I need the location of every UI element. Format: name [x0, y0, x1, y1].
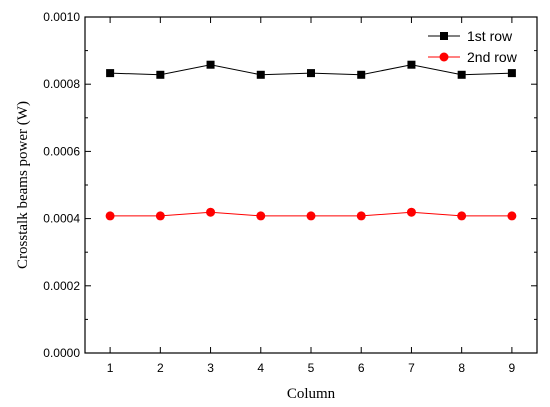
y-axis-title: Crosstalk beams power (W) — [15, 101, 31, 269]
data-point — [307, 69, 315, 78]
data-point — [256, 211, 266, 221]
x-tick-label: 4 — [257, 361, 264, 375]
x-tick-label: 5 — [308, 361, 315, 375]
data-point — [206, 207, 216, 217]
x-tick-label: 9 — [509, 361, 516, 375]
y-tick-label: 0.0008 — [43, 77, 80, 91]
data-point — [507, 211, 517, 221]
data-point — [156, 70, 165, 79]
x-tick-label: 2 — [157, 361, 164, 375]
y-tick-label: 0.0004 — [43, 212, 80, 226]
y-tick-label: 0.0006 — [43, 144, 80, 158]
series-layer — [105, 60, 517, 221]
data-point — [457, 70, 466, 79]
x-tick-label: 6 — [358, 361, 365, 375]
data-point — [206, 60, 215, 69]
x-tick-label: 3 — [207, 361, 214, 375]
legend-marker — [439, 52, 449, 62]
data-point — [356, 211, 366, 221]
data-point — [406, 207, 416, 217]
y-tick-label: 0.0000 — [43, 346, 80, 360]
y-tick-label: 0.0010 — [43, 10, 80, 24]
x-tick-label: 7 — [408, 361, 415, 375]
data-point — [457, 211, 467, 221]
data-point — [306, 211, 316, 221]
data-point — [256, 70, 265, 79]
x-axis-title: Column — [287, 386, 336, 402]
x-axis: 1 2 3 4 5 6 7 8 9 — [107, 17, 516, 375]
legend-label: 1st row — [467, 28, 513, 44]
data-point — [507, 69, 516, 78]
legend-label: 2nd row — [467, 49, 518, 65]
y-axis: 0.0000 0.0002 0.0004 0.0006 0.0008 0.0010 — [43, 10, 537, 360]
legend: 1st row 2nd row — [428, 28, 518, 65]
data-point — [105, 211, 115, 221]
data-point — [106, 69, 115, 78]
plot-area — [84, 16, 538, 354]
legend-marker — [440, 32, 448, 40]
x-tick-label: 8 — [458, 361, 465, 375]
y-tick-label: 0.0002 — [43, 279, 80, 293]
x-tick-label: 1 — [107, 361, 114, 375]
data-point — [407, 60, 416, 69]
data-point — [155, 211, 165, 221]
data-point — [357, 70, 366, 79]
